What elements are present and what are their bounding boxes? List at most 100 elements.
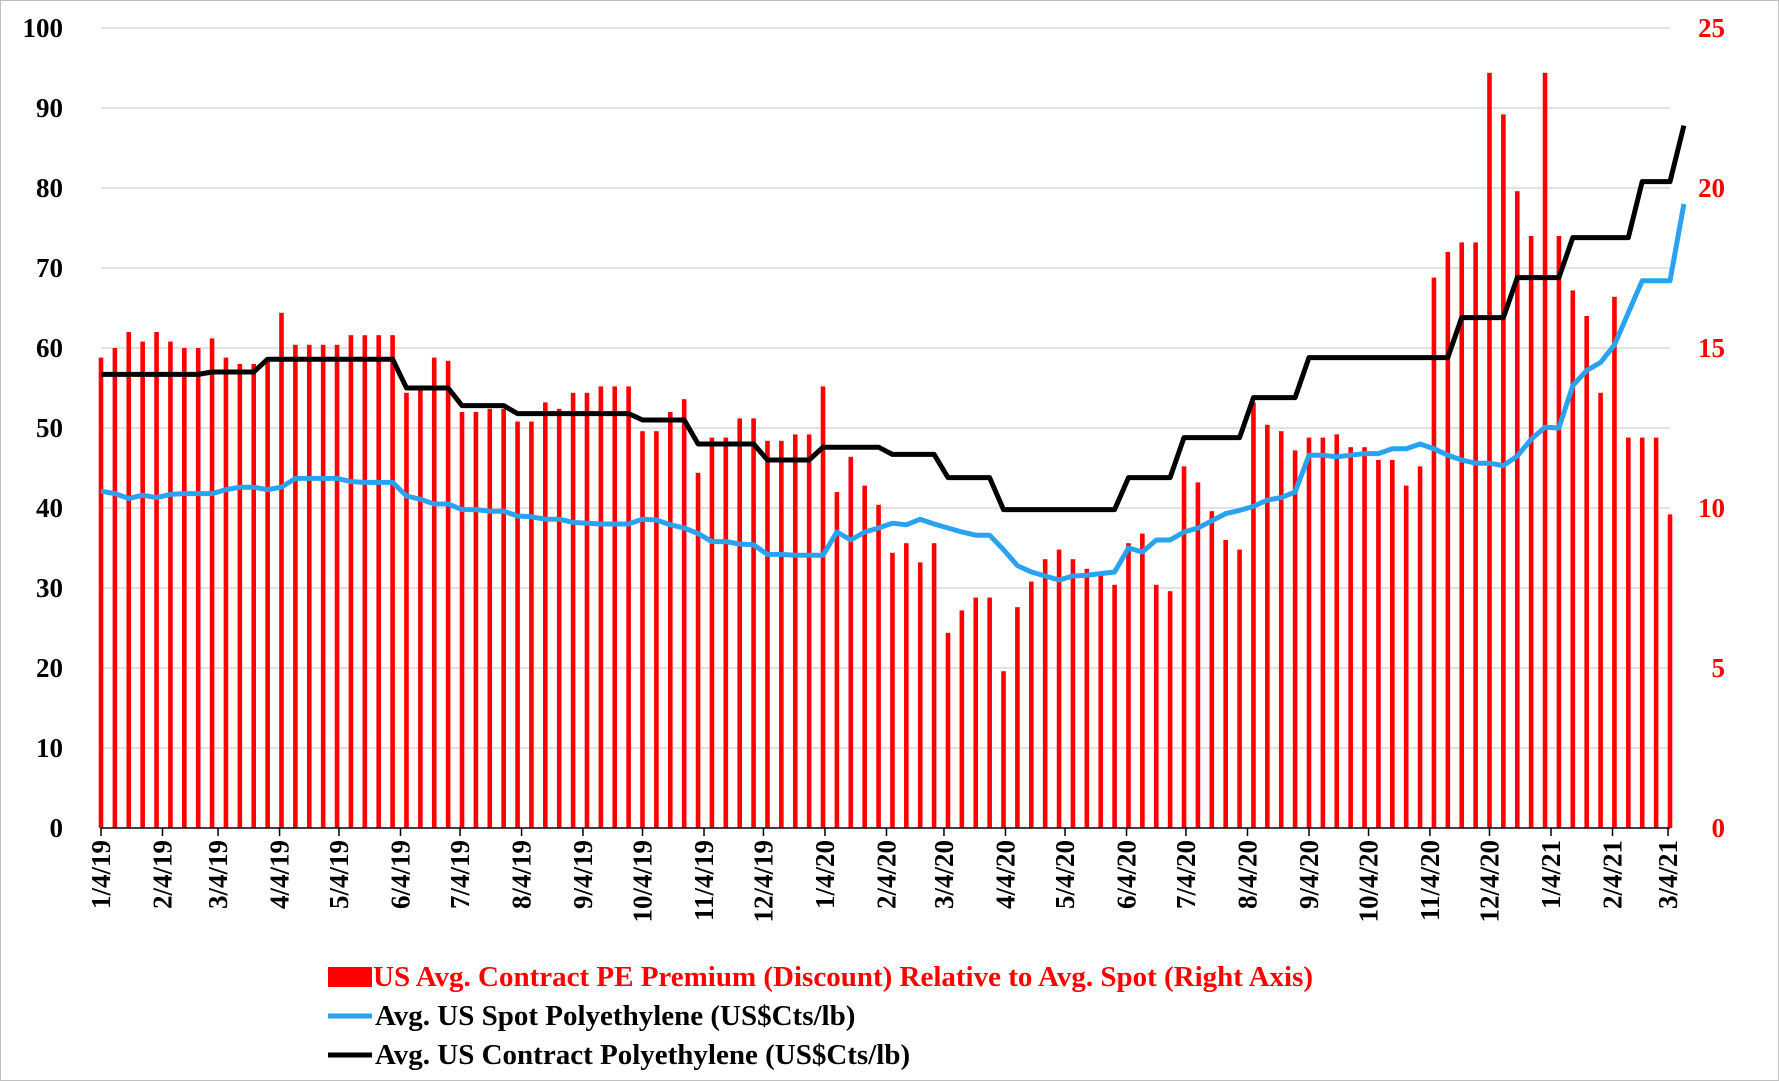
- right-tick-label: 20: [1698, 173, 1725, 203]
- x-tick-label: 2/4/21: [1598, 840, 1628, 909]
- bar: [487, 408, 493, 828]
- bar: [1084, 568, 1090, 828]
- bar: [265, 357, 270, 828]
- bar: [1181, 466, 1187, 828]
- legend-swatch-premium: [328, 967, 372, 987]
- legend-label-contract: Avg. US Contract Polyethylene (US$Cts/lb…: [375, 1039, 910, 1071]
- bar: [543, 402, 548, 828]
- legend-label-spot: Avg. US Spot Polyethylene (US$Cts/lb): [375, 1000, 855, 1032]
- bar: [1223, 540, 1228, 828]
- left-tick-label: 10: [36, 733, 63, 763]
- bar: [1598, 392, 1603, 828]
- x-tick-label: 7/4/20: [1171, 840, 1201, 909]
- bar: [154, 332, 159, 828]
- bar: [1001, 671, 1006, 828]
- x-tick-label: 12/4/20: [1475, 840, 1505, 923]
- bar: [876, 504, 881, 828]
- bar-series: [98, 72, 1673, 829]
- x-tick-label: 2/4/20: [872, 840, 902, 909]
- gridlines: [101, 27, 1670, 749]
- bar: [1348, 447, 1353, 828]
- left-axis-ticks: 0 10 20 30 40 50 60 70 80 90 100: [23, 13, 64, 843]
- bar: [904, 543, 909, 828]
- bar: [1112, 584, 1117, 828]
- bar: [1376, 460, 1381, 828]
- right-tick-label: 15: [1698, 333, 1725, 363]
- bar: [640, 431, 645, 828]
- bar: [973, 597, 979, 828]
- bar: [1653, 437, 1659, 828]
- bar: [1209, 511, 1215, 828]
- contract-line: [101, 124, 1687, 513]
- bar: [681, 399, 687, 828]
- x-tick-label: 8/4/19: [507, 840, 537, 909]
- x-tick-label: 5/4/19: [324, 840, 354, 909]
- bar: [1042, 559, 1048, 828]
- bar: [140, 341, 145, 828]
- bar: [1334, 434, 1340, 828]
- x-tick-label: 4/4/19: [265, 840, 295, 909]
- bar: [1362, 447, 1367, 828]
- bar: [556, 408, 562, 828]
- bar: [1140, 533, 1145, 828]
- x-tick-label: 11/4/20: [1415, 840, 1445, 921]
- x-tick-label: 5/4/20: [1050, 840, 1080, 909]
- x-tick-label: 1/4/19: [86, 840, 116, 909]
- bar: [98, 357, 104, 828]
- bar: [834, 492, 840, 828]
- bar: [931, 543, 937, 828]
- bar: [987, 597, 992, 828]
- left-tick-label: 40: [36, 493, 63, 523]
- x-tick-label: 9/4/20: [1294, 840, 1324, 909]
- bar: [695, 472, 701, 828]
- bar: [959, 610, 965, 828]
- legend-label-premium: US Avg. Contract PE Premium (Discount) R…: [373, 961, 1313, 993]
- bar: [529, 421, 534, 828]
- bar: [390, 335, 395, 828]
- bar: [1445, 252, 1451, 828]
- bar: [168, 341, 173, 828]
- bar: [182, 348, 187, 828]
- x-tick-label: 2/4/19: [148, 840, 178, 909]
- x-tick-label: 6/4/20: [1112, 840, 1142, 909]
- bar: [737, 418, 743, 828]
- bar: [431, 357, 437, 828]
- bar: [1251, 402, 1256, 828]
- x-tick-label: 9/4/19: [568, 840, 598, 909]
- left-tick-label: 20: [36, 653, 63, 683]
- bar: [1556, 236, 1562, 828]
- bar: [251, 364, 257, 828]
- bar: [1070, 559, 1076, 828]
- left-tick-label: 80: [36, 173, 63, 203]
- left-tick-label: 60: [36, 333, 63, 363]
- bar: [1098, 572, 1104, 828]
- x-tick-label: 8/4/20: [1233, 840, 1263, 909]
- bar: [1514, 191, 1520, 828]
- bar: [459, 412, 465, 828]
- legend: US Avg. Contract PE Premium (Discount) R…: [328, 961, 1313, 1071]
- bar: [1473, 242, 1478, 828]
- left-tick-label: 50: [36, 413, 63, 443]
- bar: [820, 386, 826, 828]
- x-axis-ticks: 1/4/19 2/4/19 3/4/19 4/4/19 5/4/19 6/4/19 7/4/…: [86, 828, 1683, 923]
- bar: [1278, 431, 1284, 828]
- bar: [1639, 437, 1645, 828]
- x-tick-label: 6/4/19: [386, 840, 416, 909]
- bar: [779, 440, 784, 828]
- bar: [362, 335, 368, 828]
- bar: [1390, 460, 1395, 828]
- bar: [598, 386, 604, 828]
- x-tick-label: 3/4/21: [1653, 840, 1683, 909]
- right-tick-label: 0: [1712, 813, 1726, 843]
- bar: [404, 392, 409, 828]
- bar: [348, 335, 354, 828]
- bar: [723, 437, 729, 828]
- bar: [917, 562, 923, 828]
- bar: [1528, 236, 1534, 828]
- bar: [1501, 114, 1506, 828]
- bar: [1028, 581, 1034, 828]
- x-tick-label: 3/4/20: [929, 840, 959, 909]
- bar: [1459, 242, 1465, 828]
- bar: [709, 437, 715, 828]
- bar: [1056, 549, 1062, 828]
